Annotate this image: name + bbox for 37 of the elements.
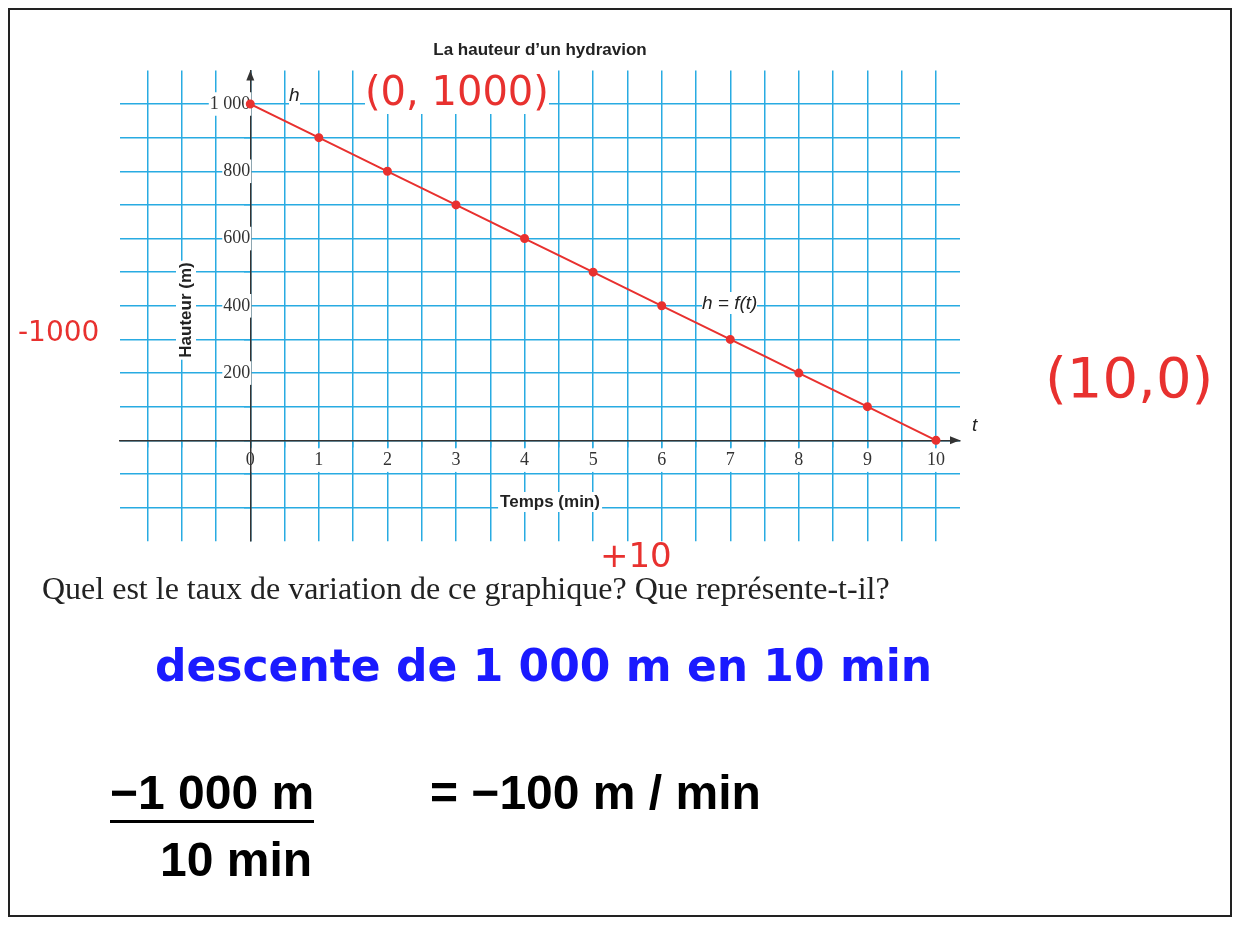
annotation: h: [289, 84, 300, 106]
x-tick-label: 7: [725, 448, 735, 469]
x-tick-label: 4: [520, 448, 530, 469]
y-tick-label: 600: [223, 227, 251, 248]
text: t: [972, 414, 978, 436]
text: = −100 m / min: [430, 765, 761, 820]
y-tick-label: 800: [223, 160, 251, 181]
point: [725, 334, 735, 344]
y-tick-label: 400: [223, 294, 251, 315]
x-axis-title: Temps (min): [498, 492, 602, 512]
text: 10 min: [160, 832, 313, 887]
annotation: h = f(t): [702, 292, 758, 314]
x-tick-label: 9: [862, 448, 872, 469]
y-tick-label: 200: [223, 361, 251, 382]
x-tick-label: 6: [657, 448, 667, 469]
text: descente de 1 000 m en 10 min: [155, 640, 933, 691]
x-tick-label: 10: [927, 448, 945, 469]
text: (10,0): [1045, 345, 1214, 410]
point: [451, 200, 461, 210]
annotation: (0, 1000): [365, 68, 549, 114]
point: [588, 267, 598, 277]
x-tick-label: 5: [588, 448, 598, 469]
x-tick-label: 3: [451, 448, 461, 469]
point: [794, 368, 804, 378]
x-tick-label: 1: [314, 448, 324, 469]
x-tick-label: 8: [794, 448, 804, 469]
text: −1 000 m: [110, 765, 315, 823]
point: [314, 133, 324, 143]
text: -1000: [18, 315, 100, 348]
point: [862, 402, 872, 412]
x-tick-label: 2: [382, 448, 392, 469]
point: [520, 234, 530, 244]
point: [382, 166, 392, 176]
point: [657, 301, 667, 311]
point: [931, 435, 941, 445]
y-axis-title: Hauteur (m): [176, 260, 196, 360]
chart-title: La hauteur d’un hydravion: [433, 39, 647, 59]
